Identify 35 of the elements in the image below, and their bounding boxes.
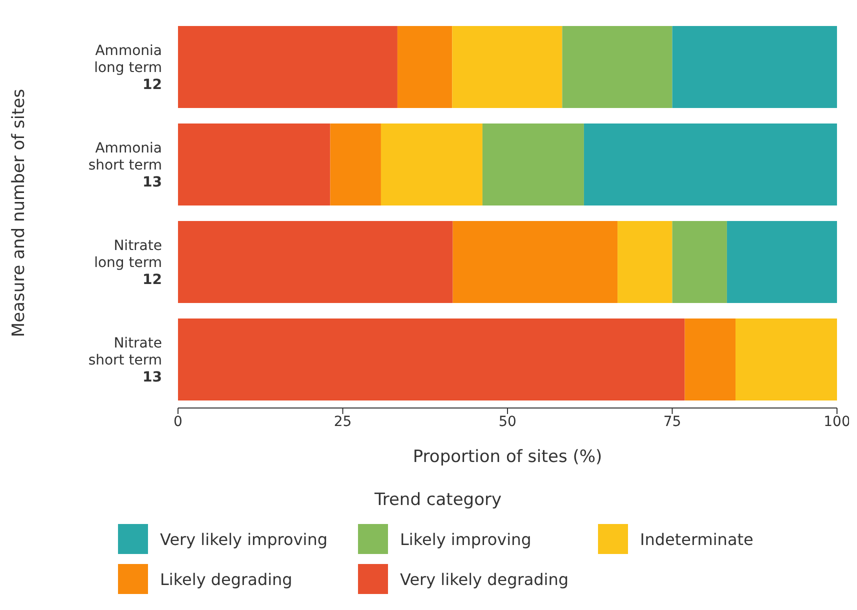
bar <box>672 221 727 303</box>
bar <box>482 124 584 206</box>
bar <box>736 318 837 400</box>
bar <box>684 318 736 400</box>
bar <box>178 26 398 108</box>
x-tick-label: 50 <box>498 414 516 430</box>
x-tick-label: 75 <box>663 414 682 430</box>
x-tick-label: 25 <box>334 414 352 430</box>
bar <box>672 26 837 108</box>
x-axis-title: Proportion of sites (%) <box>412 447 602 467</box>
bar <box>452 26 562 108</box>
y-tick-label: Nitrate long term 12 <box>94 238 162 288</box>
legend-label: Very likely improving <box>160 530 328 548</box>
y-tick-label: Ammonia short term 13 <box>88 140 162 190</box>
bar <box>584 124 837 206</box>
legend-title: Trend category <box>373 490 503 510</box>
x-tick-label: 100 <box>824 414 850 430</box>
bar <box>380 124 482 206</box>
legend-label: Likely degrading <box>160 570 292 588</box>
legend-label: Very likely degrading <box>400 570 569 588</box>
bar <box>397 26 452 108</box>
legend-label: Likely improving <box>400 530 532 548</box>
bar <box>562 26 672 108</box>
legend-label: Indeterminate <box>640 530 754 548</box>
bar <box>178 221 453 303</box>
bar <box>452 221 618 303</box>
bar <box>330 124 381 206</box>
y-tick-label: Nitrate short term 13 <box>88 335 162 386</box>
bar <box>178 124 330 206</box>
y-tick-label: Ammonia long term 12 <box>94 42 162 93</box>
y-axis-title: Measure and number of sites <box>9 88 30 338</box>
bar <box>618 221 672 303</box>
bar <box>726 221 837 303</box>
bar <box>178 318 685 400</box>
x-tick-label: 0 <box>174 414 182 430</box>
